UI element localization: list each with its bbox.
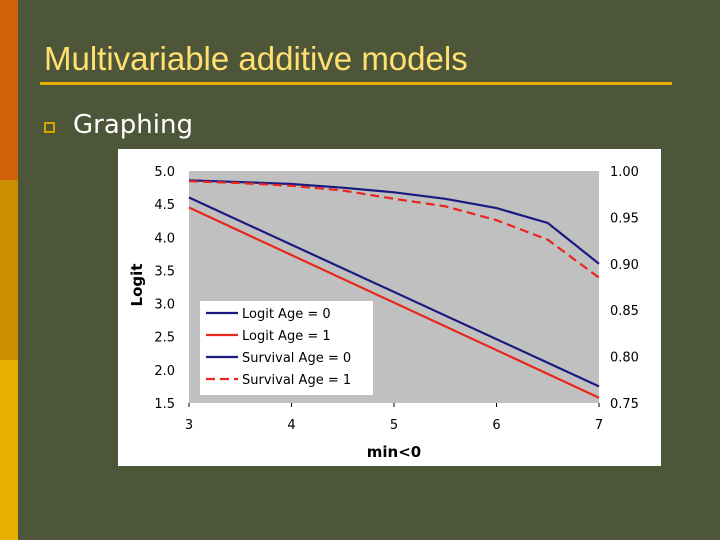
legend-label: Survival Age = 0 <box>242 351 351 366</box>
line-chart: 1.5 2.0 2.5 3.0 3.5 4.0 4.5 5.0 0.75 0.80 0.85 0.90… <box>128 165 639 461</box>
bullet-item: Graphing <box>44 110 193 140</box>
y2-tick-label: 1.00 <box>610 165 639 180</box>
legend-label: Survival Age = 1 <box>242 373 351 388</box>
title-underline <box>40 82 672 85</box>
y-tick-label: 4.5 <box>154 198 175 213</box>
series-line-1 <box>188 196 600 388</box>
chart-container: 1.5 2.0 2.5 3.0 3.5 4.0 4.5 5.0 0.75 0.80 0.85 0.90… <box>118 149 661 466</box>
accent-stripe-middle <box>0 180 18 360</box>
series-line-2 <box>188 206 600 399</box>
y2-tick-label: 0.80 <box>610 351 639 366</box>
bullet-text: Graphing <box>73 110 193 140</box>
y-tick-label: 5.0 <box>154 165 175 180</box>
x-tick-label: 3 <box>185 418 193 433</box>
legend-label: Logit Age = 1 <box>242 329 331 344</box>
accent-stripe-top <box>0 0 18 180</box>
x-tick-label: 4 <box>287 418 295 433</box>
x-tick-label: 7 <box>595 418 603 433</box>
accent-stripe-bottom <box>0 360 18 540</box>
slide-title: Multivariable additive models <box>44 40 468 77</box>
y-tick-label: 4.0 <box>154 231 175 246</box>
y2-tick-label: 0.90 <box>610 258 639 273</box>
legend-label: Logit Age = 0 <box>242 307 331 322</box>
y-tick-label: 3.5 <box>154 264 175 279</box>
series-line-3 <box>188 179 600 265</box>
y-tick-label: 2.5 <box>154 331 175 346</box>
y2-tick-label: 0.95 <box>610 211 639 226</box>
y2-tick-label: 0.75 <box>610 397 639 412</box>
square-bullet-icon <box>44 121 55 133</box>
y-tick-label: 1.5 <box>154 397 175 412</box>
y-tick-label: 2.0 <box>154 364 175 379</box>
y2-tick-label: 0.85 <box>610 304 639 319</box>
y-axis-title: Logit <box>128 264 146 307</box>
x-tick-label: 6 <box>492 418 500 433</box>
x-axis-title: min<0 <box>367 443 421 461</box>
y-tick-label: 3.0 <box>154 298 175 313</box>
x-tick-label: 5 <box>390 418 398 433</box>
